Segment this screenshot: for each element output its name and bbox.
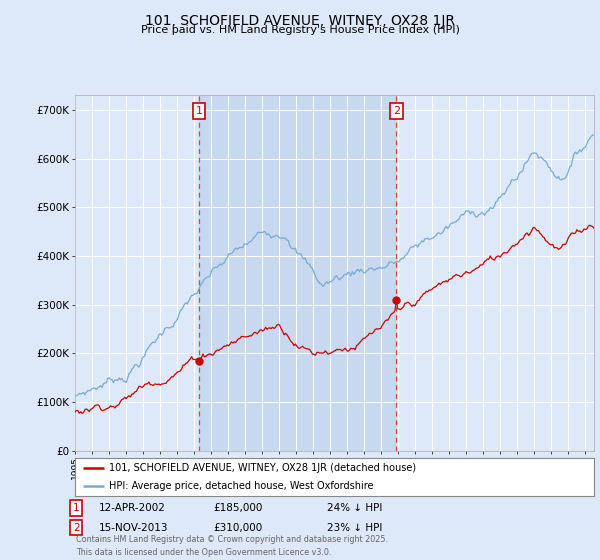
Text: Contains HM Land Registry data © Crown copyright and database right 2025.
This d: Contains HM Land Registry data © Crown c… [76, 535, 388, 557]
Text: 23% ↓ HPI: 23% ↓ HPI [327, 522, 382, 533]
Text: HPI: Average price, detached house, West Oxfordshire: HPI: Average price, detached house, West… [109, 481, 373, 491]
Text: Price paid vs. HM Land Registry's House Price Index (HPI): Price paid vs. HM Land Registry's House … [140, 25, 460, 35]
Text: 24% ↓ HPI: 24% ↓ HPI [327, 503, 382, 513]
Text: 2: 2 [393, 106, 400, 116]
Text: 1: 1 [196, 106, 202, 116]
Text: £310,000: £310,000 [213, 522, 262, 533]
Text: 101, SCHOFIELD AVENUE, WITNEY, OX28 1JR: 101, SCHOFIELD AVENUE, WITNEY, OX28 1JR [145, 14, 455, 28]
Text: 15-NOV-2013: 15-NOV-2013 [99, 522, 169, 533]
Bar [199, 95, 396, 451]
Text: £185,000: £185,000 [213, 503, 262, 513]
Text: 12-APR-2002: 12-APR-2002 [99, 503, 166, 513]
Text: 1: 1 [73, 503, 80, 513]
Text: 101, SCHOFIELD AVENUE, WITNEY, OX28 1JR (detached house): 101, SCHOFIELD AVENUE, WITNEY, OX28 1JR … [109, 463, 416, 473]
Text: 2: 2 [73, 522, 80, 533]
